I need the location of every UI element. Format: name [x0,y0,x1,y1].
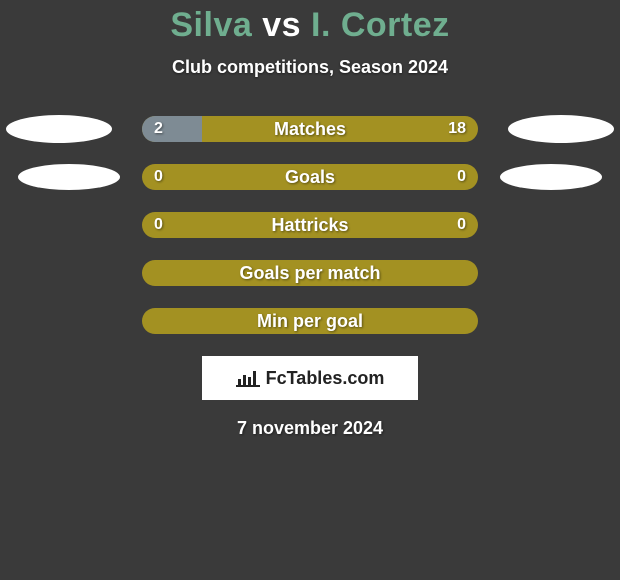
stat-value-left: 0 [154,212,163,238]
stat-value-right: 18 [448,116,466,142]
stat-row: Goals per match [0,260,620,286]
logo-box[interactable]: FcTables.com [202,356,418,400]
player1-avatar [6,115,112,143]
stat-label: Hattricks [142,212,478,238]
stat-label: Min per goal [142,308,478,334]
player2-avatar [508,115,614,143]
stat-bar: Min per goal [142,308,478,334]
comparison-page: Silva vs I. Cortez Club competitions, Se… [0,0,620,580]
stat-value-left: 2 [154,116,163,142]
page-title: Silva vs I. Cortez [0,6,620,45]
stat-bar: Goals0 0 [142,164,478,190]
stat-label: Matches [142,116,478,142]
stat-bar: Goals per match [142,260,478,286]
stat-row: Matches2 18 [0,116,620,142]
stat-value-left: 0 [154,164,163,190]
stat-value-right: 0 [457,164,466,190]
stat-row: Goals0 0 [0,164,620,190]
stat-bar: Matches2 18 [142,116,478,142]
stat-label: Goals per match [142,260,478,286]
stat-row: Hattricks0 0 [0,212,620,238]
player1-avatar [18,164,120,190]
chart-icon [236,369,260,387]
stat-rows: Matches218Goals00Hattricks00Goals per ma… [0,116,620,334]
date-text: 7 november 2024 [0,418,620,439]
player2-name: I. Cortez [311,6,450,44]
stat-row: Min per goal [0,308,620,334]
player2-avatar [500,164,602,190]
subtitle: Club competitions, Season 2024 [0,57,620,78]
title-vs: vs [262,6,301,44]
player1-name: Silva [170,6,252,44]
stat-value-right: 0 [457,212,466,238]
logo-text: FcTables.com [266,368,385,389]
stat-label: Goals [142,164,478,190]
stat-bar: Hattricks0 0 [142,212,478,238]
